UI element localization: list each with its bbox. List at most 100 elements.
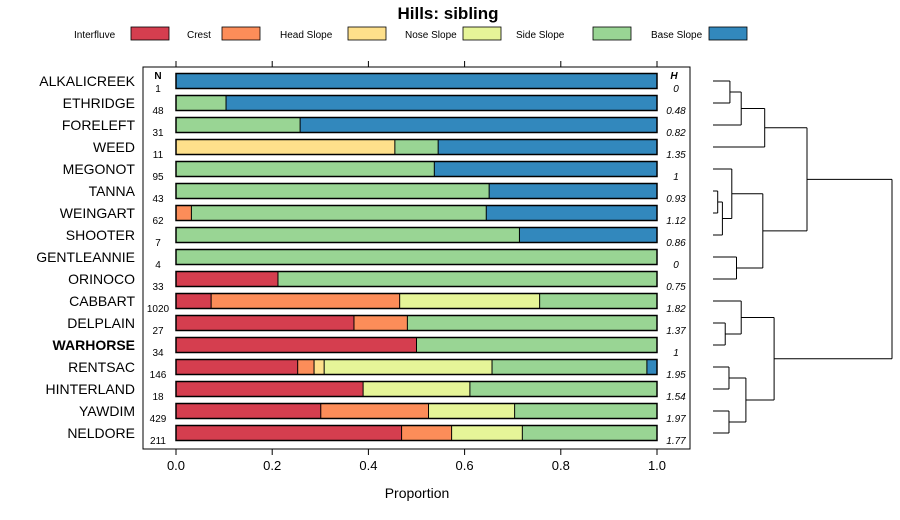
- row-label: SHOOTER: [66, 227, 135, 243]
- bar-segment: [176, 381, 364, 397]
- row-n-value: 33: [152, 282, 164, 293]
- bar-segment: [176, 73, 657, 89]
- bar-segment: [226, 95, 658, 111]
- row-label: CABBART: [69, 293, 135, 309]
- row-label: ORINOCO: [68, 271, 135, 287]
- bar-segment: [176, 183, 490, 199]
- bar-segment: [451, 425, 523, 441]
- bar-segment: [407, 315, 657, 331]
- x-axis: 0.0 0.2 0.4 0.6 0.8 1.0: [167, 61, 666, 473]
- row-h-value: 1.95: [666, 370, 686, 381]
- row-n-value: 146: [150, 370, 167, 381]
- x-tick-label: 0.4: [359, 458, 377, 473]
- legend-swatch: [592, 26, 632, 41]
- row-n-value: 1: [155, 84, 161, 95]
- bar-outline: [175, 424, 658, 442]
- bar-segment: [176, 315, 354, 331]
- bar-segment: [416, 337, 657, 353]
- bar-segment: [646, 359, 657, 375]
- row-h-value: 1.82: [666, 304, 686, 315]
- legend-label: Base Slope: [651, 30, 703, 41]
- row-h-value: 1.77: [666, 436, 686, 447]
- bar-segment: [486, 205, 657, 221]
- x-tick-label: 0.6: [456, 458, 474, 473]
- dendrogram: [713, 80, 893, 434]
- row-h-value: 0.82: [666, 128, 686, 139]
- legend-label: Nose Slope: [405, 30, 457, 41]
- bar-segment: [434, 161, 657, 177]
- row-h-value: 0.48: [666, 106, 686, 117]
- bar-segment: [469, 381, 657, 397]
- bar-outline: [175, 270, 658, 288]
- bar-segment: [519, 227, 657, 243]
- row-h-value: 1.35: [666, 150, 686, 161]
- legend-swatch: [462, 26, 502, 41]
- bar-segment: [297, 359, 315, 375]
- chart-title: Hills: sibling: [397, 4, 498, 23]
- row-label: NELDORE: [67, 425, 135, 441]
- row-h-value: 1: [673, 348, 679, 359]
- bar-outline: [175, 402, 658, 420]
- row-label: ETHRIDGE: [63, 95, 135, 111]
- row-label: HINTERLAND: [46, 381, 135, 397]
- bar-segment: [176, 293, 212, 309]
- x-tick-label: 1.0: [648, 458, 666, 473]
- legend-swatch: [221, 26, 261, 41]
- row-n-value: 31: [152, 128, 164, 139]
- bar-segment: [438, 139, 657, 155]
- bar-segment: [401, 425, 452, 441]
- legend-label: Head Slope: [280, 30, 333, 41]
- bar-segment: [176, 403, 321, 419]
- n-header: N: [154, 71, 161, 82]
- row-label: MEGONOT: [63, 161, 136, 177]
- row-n-value: 95: [152, 172, 164, 183]
- row-label: TANNA: [89, 183, 136, 199]
- bar-segment: [176, 205, 192, 221]
- row-n-value: 27: [152, 326, 164, 337]
- row-n-value: 48: [152, 106, 164, 117]
- bar-outline: [175, 160, 658, 178]
- bar-segment: [211, 293, 400, 309]
- bar-segment: [489, 183, 657, 199]
- bar-outline: [175, 314, 658, 332]
- row-label: WEINGART: [60, 205, 136, 221]
- row-label: FORELEFT: [62, 117, 136, 133]
- bar-segment: [363, 381, 470, 397]
- legend-swatch: [708, 26, 748, 41]
- x-tick-label: 0.2: [263, 458, 281, 473]
- row-h-value: 1.37: [666, 326, 686, 337]
- bar-segment: [176, 161, 435, 177]
- bar-segment: [399, 293, 540, 309]
- row-label: WEED: [93, 139, 135, 155]
- row-label: ALKALICREEK: [39, 73, 135, 89]
- row-h-value: 0.75: [666, 282, 686, 293]
- row-label: DELPLAIN: [67, 315, 135, 331]
- row-n-value: 43: [152, 194, 164, 205]
- legend-swatch: [130, 26, 170, 41]
- row-n-value: 34: [152, 348, 164, 359]
- row-n-value: 11: [153, 150, 164, 161]
- bar-segment: [539, 293, 657, 309]
- row-n-value: 211: [150, 436, 166, 447]
- plot-frame: [142, 66, 691, 450]
- row-h-value: 1: [673, 172, 679, 183]
- bar-segment: [176, 425, 402, 441]
- bar-segment: [176, 249, 657, 265]
- row-n-value: 4: [155, 260, 161, 271]
- row-n-value: 429: [150, 414, 167, 425]
- row-h-value: 0.86: [666, 238, 686, 249]
- bar-segment: [176, 139, 395, 155]
- bar-segment: [394, 139, 439, 155]
- row-n-value: 7: [155, 238, 161, 249]
- row-label: WARHORSE: [53, 337, 135, 353]
- rows: ALKALICREEK 1 0 ETHRIDGE 48 0.48 FORELEFT 31 0.8…: [36, 72, 686, 447]
- bar-segment: [176, 359, 298, 375]
- bar-segment: [522, 425, 657, 441]
- legend: Interfluve Crest Head Slope Nose Slope Side …: [74, 26, 748, 41]
- bar-segment: [277, 271, 657, 287]
- bar-outline: [175, 358, 658, 376]
- bar-outline: [175, 292, 658, 310]
- bar-segment: [492, 359, 647, 375]
- h-header: H: [670, 71, 678, 82]
